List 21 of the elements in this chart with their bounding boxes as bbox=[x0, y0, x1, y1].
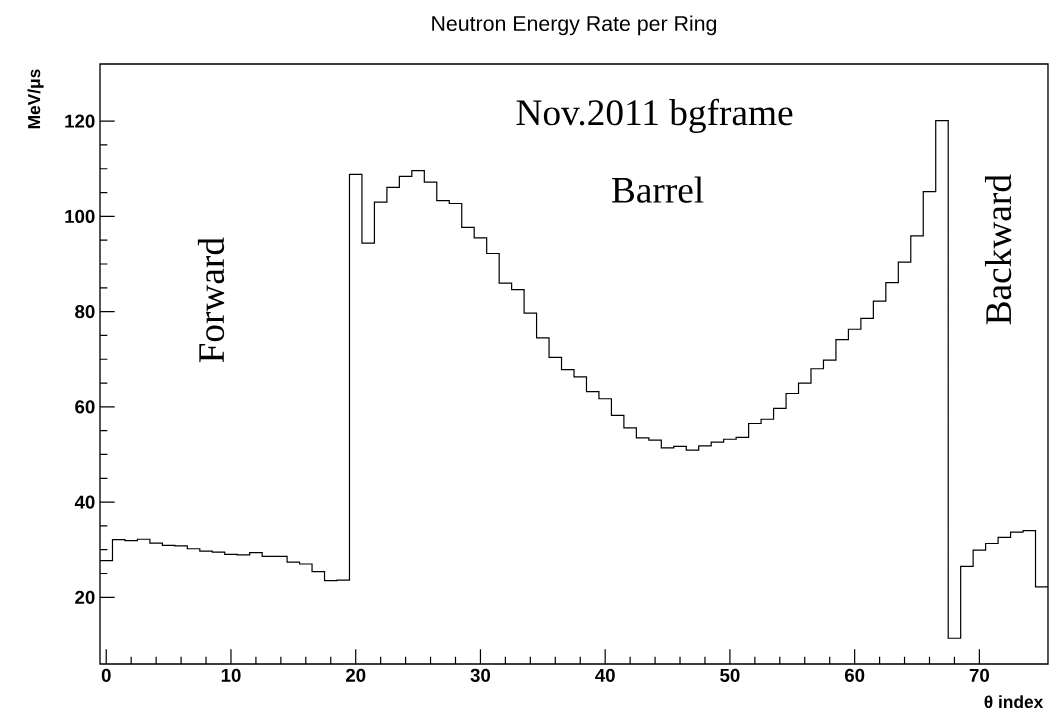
annotation: Forward bbox=[197, 237, 225, 363]
y-tick-label: 100 bbox=[65, 209, 95, 223]
x-tick-label: 60 bbox=[844, 668, 865, 682]
x-tick-label: 70 bbox=[969, 668, 989, 682]
y-tick-label: 80 bbox=[75, 304, 95, 319]
x-tick-label: 10 bbox=[221, 668, 241, 682]
y-axis-title: MeV/μs bbox=[27, 69, 44, 129]
annotation: Nov.2011 bgframe bbox=[516, 98, 793, 134]
annotation: Barrel bbox=[612, 176, 704, 203]
x-axis-title: θ index bbox=[984, 695, 1044, 709]
annotation: Backward bbox=[984, 174, 1012, 325]
chart-title: Neutron Energy Rate per Ring bbox=[432, 15, 717, 36]
x-tick-label: 30 bbox=[470, 668, 491, 682]
x-tick-label: 50 bbox=[720, 668, 740, 682]
y-tick-label: 20 bbox=[75, 590, 95, 604]
y-tick-label: 60 bbox=[75, 400, 95, 414]
x-tick-label: 40 bbox=[595, 668, 615, 682]
x-tick-label: 0 bbox=[101, 668, 111, 682]
y-tick-label: 120 bbox=[65, 114, 95, 128]
y-tick-label: 40 bbox=[74, 495, 95, 509]
x-tick-label: 20 bbox=[345, 668, 366, 682]
